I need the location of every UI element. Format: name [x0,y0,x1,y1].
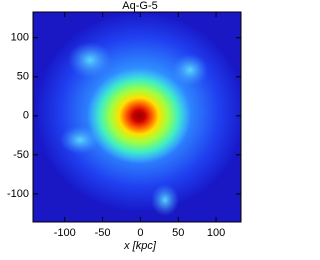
x-tick-label: -50 [95,227,111,239]
x-tick-label: 50 [172,227,184,239]
chart: Aq-G-5 x [kpc] -100 -50 0 50 100 -100 -50 0 50 10… [7,0,242,252]
x-tick-label: -100 [54,227,76,239]
x-axis-label: x [kpc] [123,240,157,252]
y-tick-label: -100 [7,188,29,200]
x-tick-label: 0 [137,227,143,239]
density-map [33,12,241,222]
y-tick-label: 0 [23,110,29,122]
plot-frame [32,11,242,223]
chart-title: Aq-G-5 [122,0,157,12]
y-tick-label: -50 [13,149,29,161]
y-tick-label: 50 [17,71,29,83]
y-tick-label: 100 [11,32,29,44]
x-tick-label: 100 [207,227,225,239]
